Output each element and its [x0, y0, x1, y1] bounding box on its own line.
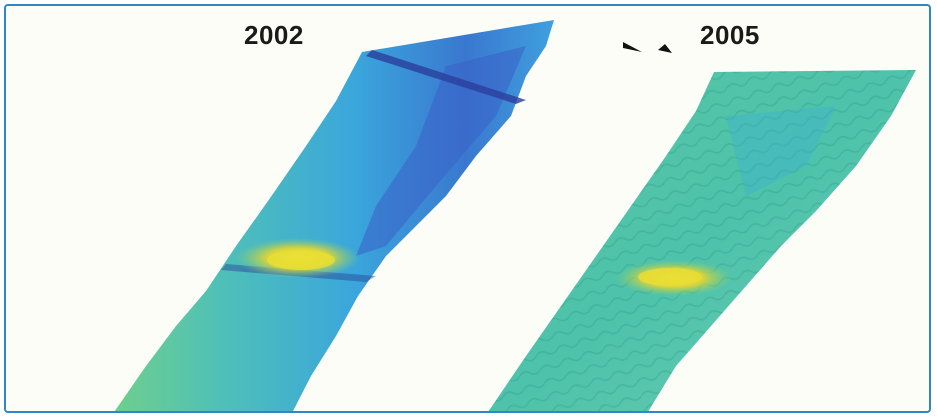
- bathymetry-scene: [114, 20, 916, 411]
- arrowhead-icon: [623, 42, 642, 52]
- arrowhead-icon: [658, 44, 672, 53]
- figure-frame: 2002 2005: [4, 4, 931, 413]
- swath-2005: [488, 70, 916, 411]
- year-label-2002: 2002: [244, 20, 304, 50]
- swath-2002: [114, 20, 554, 411]
- year-label-2005: 2005: [700, 20, 760, 50]
